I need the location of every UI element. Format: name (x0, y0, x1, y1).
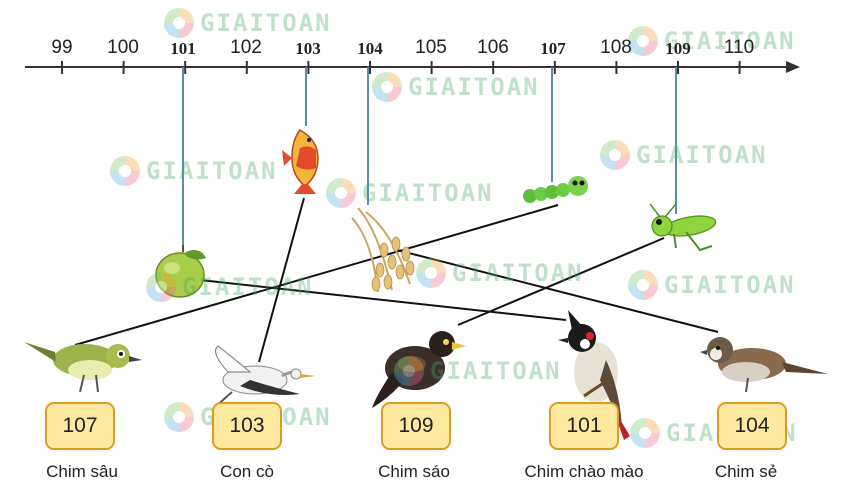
tick-label-106: 106 (477, 37, 509, 58)
grasshopper-icon (649, 203, 717, 252)
guava-icon (155, 245, 206, 298)
match-line-chim-chao-mao (199, 279, 567, 321)
tick-label-107: 107 (540, 39, 566, 58)
rice-grains-icon (351, 207, 415, 293)
bird-name-label: Chim chào mào (524, 462, 644, 481)
bird-name-label: Chim sẻ (714, 462, 778, 481)
match-line-con-co (258, 197, 305, 363)
tick-label-109: 109 (665, 39, 691, 58)
tick-label-110: 110 (723, 37, 755, 58)
chim-se-bird-icon (700, 337, 828, 393)
bird-number-box: 101 (549, 402, 619, 450)
tick-label-105: 105 (415, 37, 447, 58)
con-co-bird-icon (213, 345, 316, 409)
tick-label-101: 101 (170, 39, 196, 58)
bird-number-box: 103 (212, 402, 282, 450)
match-line-chim-sao (457, 237, 665, 326)
match-line-chim-sau (74, 204, 559, 346)
bird-name-label: Chim sáo (378, 462, 450, 481)
tick-label-100: 100 (107, 37, 139, 58)
chim-sao-bird-icon (372, 331, 466, 408)
bird-number-box: 104 (717, 402, 787, 450)
tick-label-99: 99 (51, 37, 73, 58)
tick-label-108: 108 (600, 37, 632, 58)
chim-sau-bird-icon (24, 342, 142, 393)
tick-label-102: 102 (230, 37, 262, 58)
bird-name-label: Chim sâu (46, 462, 118, 481)
tick-label-103: 103 (295, 39, 321, 58)
bird-name-label: Con cò (220, 462, 274, 481)
bird-number-box: 109 (381, 402, 451, 450)
caterpillar-icon (523, 176, 588, 203)
match-line-chim-se (396, 249, 719, 333)
bird-number-box: 107 (45, 402, 115, 450)
number-line-arrow-icon (786, 61, 800, 73)
tick-label-104: 104 (357, 39, 383, 58)
fish-icon (282, 129, 319, 194)
chim-chao-mao-bird-icon (558, 310, 630, 440)
